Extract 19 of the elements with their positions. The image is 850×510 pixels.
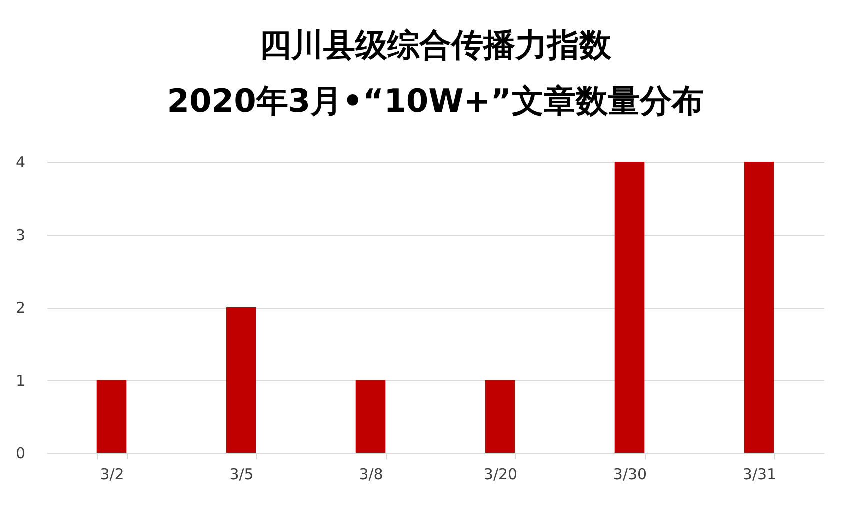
- bar: [485, 380, 516, 453]
- bar: [226, 308, 256, 453]
- y-tick-label: 1: [16, 372, 26, 390]
- x-tick-label: 3/2: [100, 466, 124, 484]
- x-tick-label: 3/5: [230, 466, 254, 484]
- chart-subtitle: 2020年3月•“10W+”文章数量分布: [167, 82, 704, 120]
- bar: [614, 162, 645, 453]
- y-tick-label: 4: [16, 154, 26, 172]
- y-tick-label: 0: [16, 444, 26, 462]
- bar: [744, 162, 774, 453]
- x-tick-label: 3/20: [484, 466, 518, 484]
- x-tick-label: 3/31: [742, 466, 777, 484]
- bar: [356, 380, 386, 453]
- x-tick-label: 3/30: [613, 466, 648, 484]
- x-tick-label: 3/8: [359, 466, 384, 484]
- chart-title: 四川县级综合传播力指数: [260, 26, 612, 64]
- y-tick-label: 2: [16, 299, 26, 317]
- y-tick-label: 3: [16, 226, 26, 244]
- bar: [96, 380, 127, 453]
